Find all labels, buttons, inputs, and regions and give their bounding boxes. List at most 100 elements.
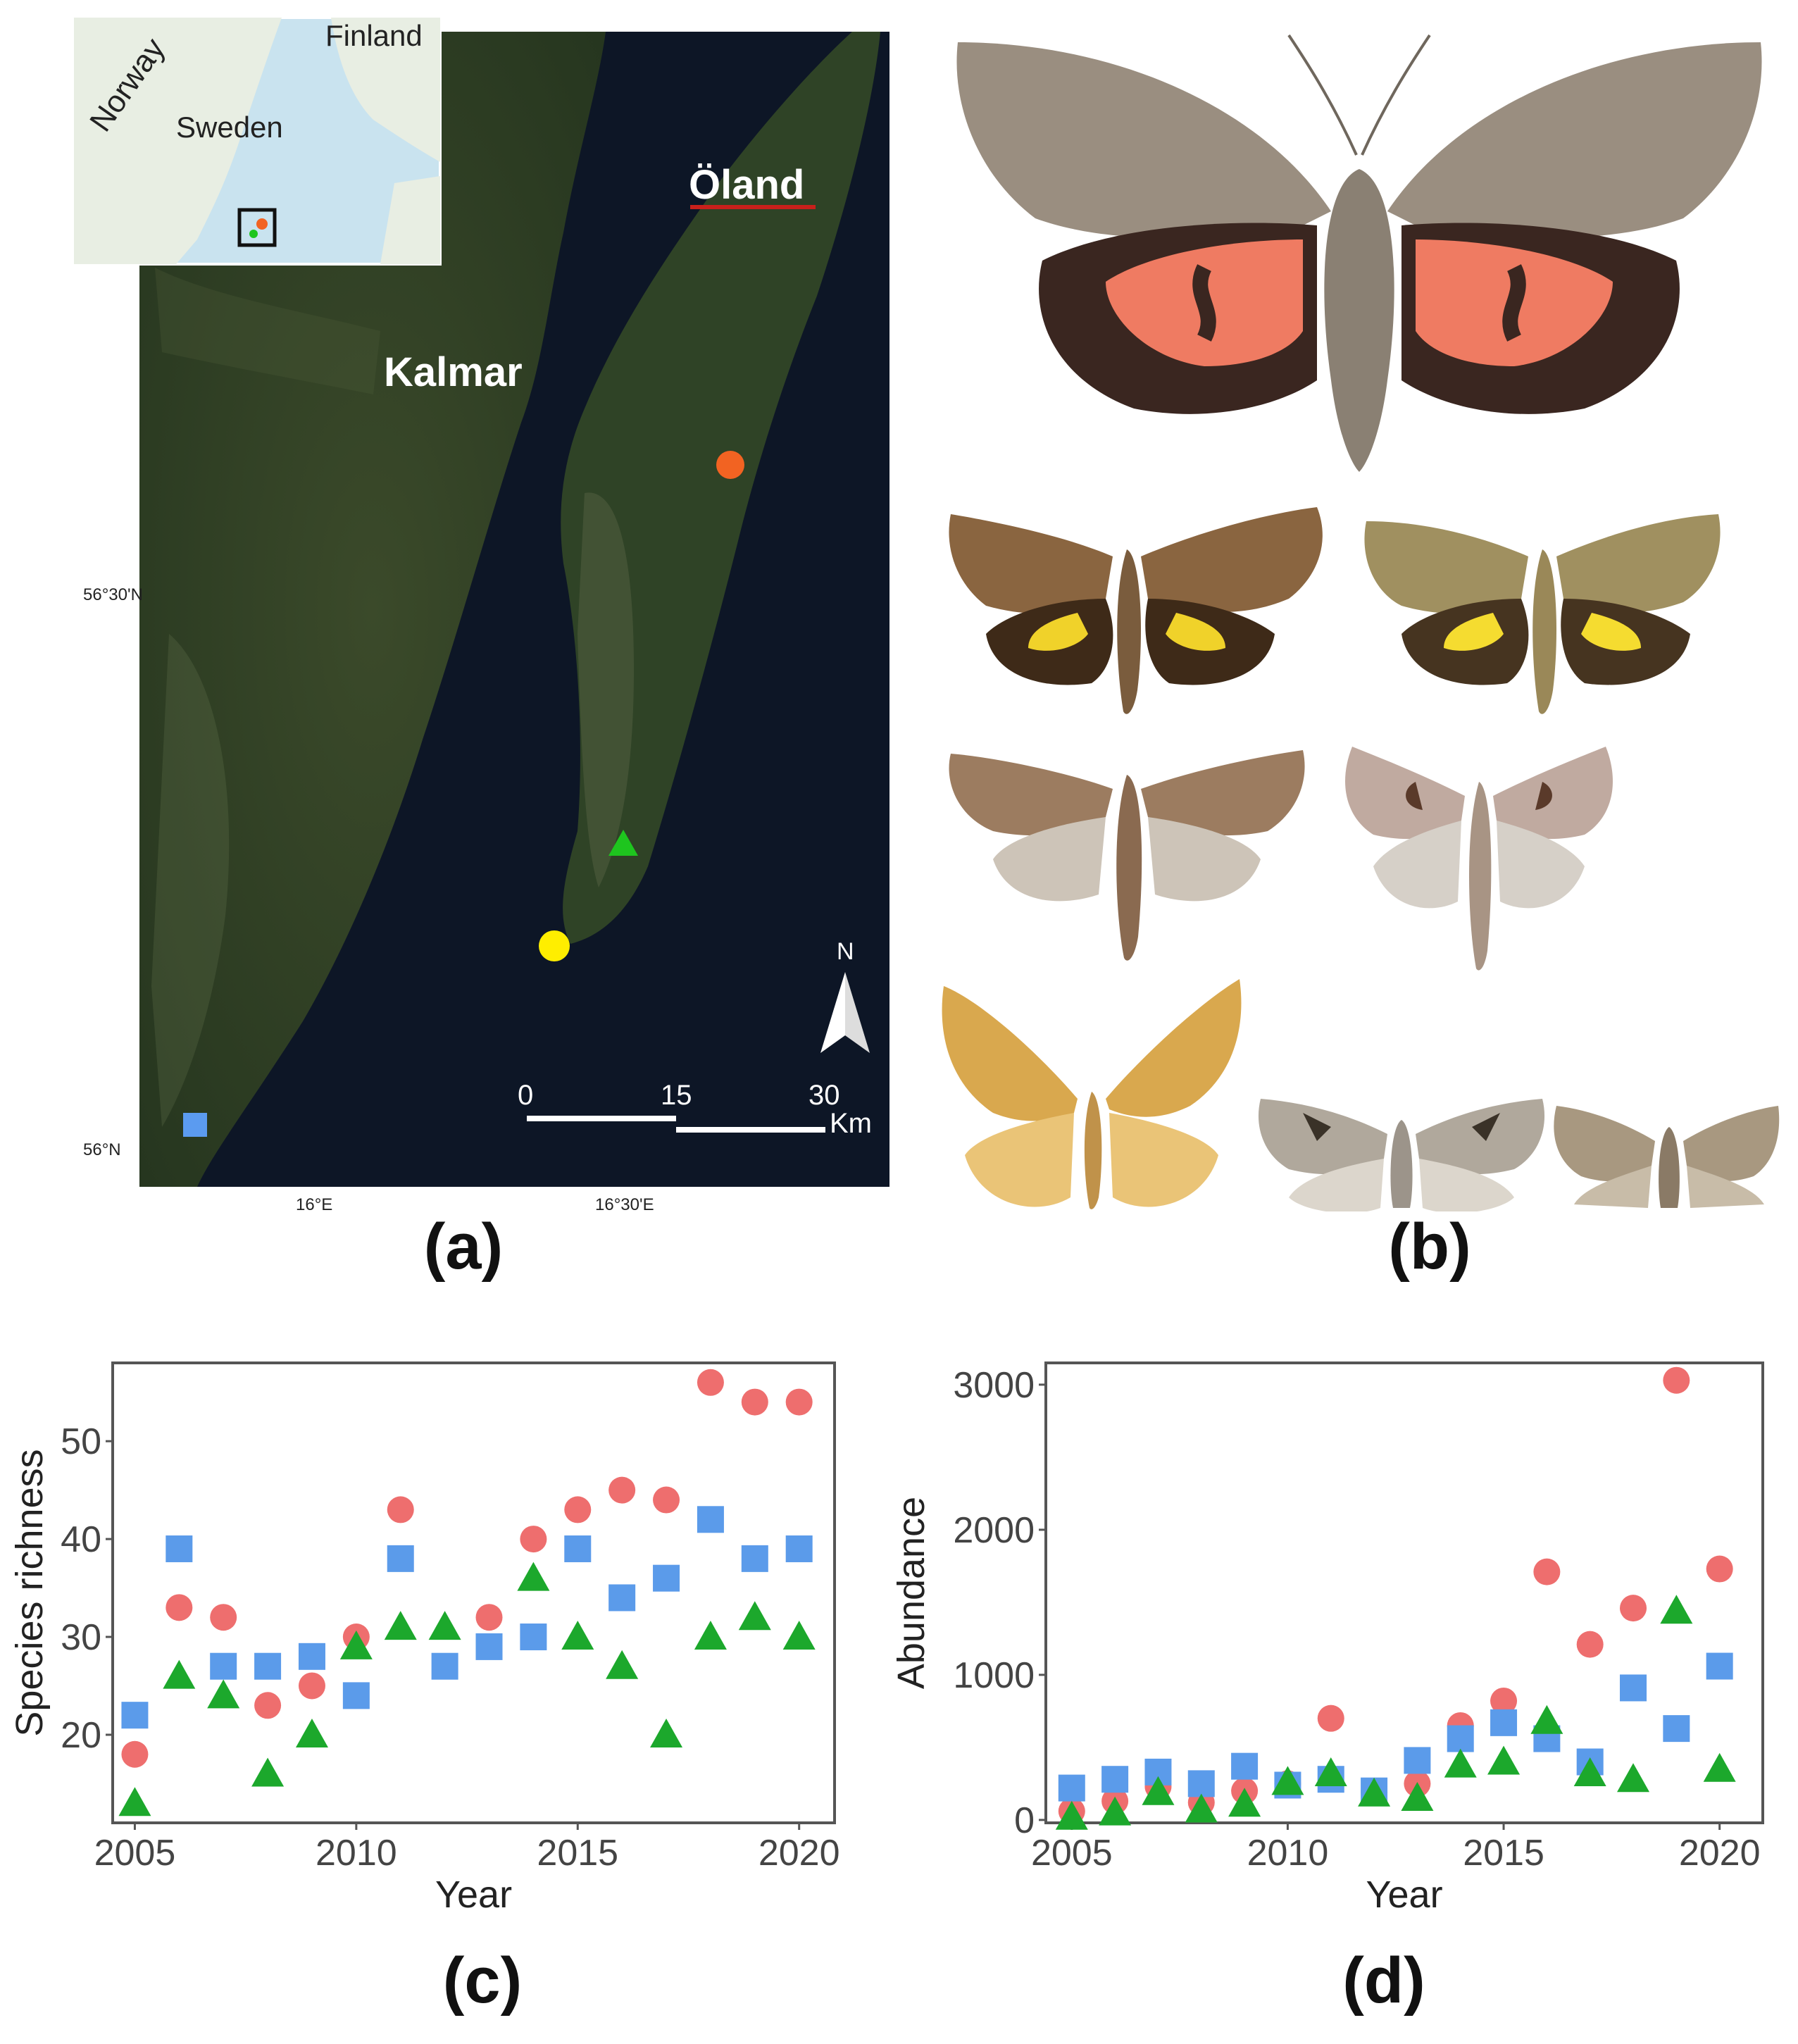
point-triangle bbox=[1703, 1752, 1736, 1782]
point-square bbox=[1620, 1674, 1647, 1702]
mainland-sweden bbox=[139, 32, 606, 1187]
site-marker-yellow bbox=[539, 930, 570, 961]
point-triangle bbox=[738, 1601, 771, 1631]
panel-label-d: (d) bbox=[1342, 1945, 1425, 2017]
point-square bbox=[387, 1545, 414, 1572]
point-square bbox=[166, 1535, 193, 1562]
inset-land-baltics bbox=[380, 176, 440, 264]
mainland-lighter-area bbox=[155, 268, 380, 394]
lon-label-16: 16°E bbox=[296, 1195, 332, 1214]
x-tick-label: 2010 bbox=[316, 1833, 397, 1874]
x-tick-label: 2005 bbox=[94, 1833, 176, 1874]
point-circle bbox=[387, 1496, 414, 1523]
point-square bbox=[298, 1643, 325, 1670]
point-triangle bbox=[1401, 1781, 1434, 1811]
point-square bbox=[608, 1584, 636, 1612]
inset-land-scandinavia bbox=[74, 18, 282, 264]
svg-text:Km: Km bbox=[830, 1108, 872, 1139]
y-tick-label: 50 bbox=[61, 1421, 101, 1462]
point-square bbox=[564, 1535, 592, 1562]
lat-label-56-30: 56°30'N bbox=[83, 585, 143, 604]
point-square bbox=[1058, 1774, 1085, 1802]
point-triangle bbox=[1271, 1766, 1304, 1795]
plot-frame bbox=[1044, 1361, 1764, 1824]
point-triangle bbox=[1142, 1776, 1175, 1805]
inset-map: Norway Sweden Finland bbox=[73, 16, 442, 266]
point-triangle bbox=[694, 1621, 727, 1650]
point-circle bbox=[1533, 1558, 1561, 1585]
point-triangle bbox=[1055, 1800, 1088, 1830]
point-square bbox=[1187, 1770, 1215, 1797]
scale-bar: 0 15 30 Km bbox=[518, 1080, 872, 1139]
point-circle bbox=[785, 1388, 813, 1416]
north-arrow: N bbox=[820, 938, 870, 1053]
point-triangle bbox=[782, 1621, 816, 1650]
y-tick-label: 30 bbox=[61, 1617, 101, 1658]
plot-frame bbox=[111, 1361, 836, 1824]
point-square bbox=[1447, 1725, 1474, 1752]
point-square bbox=[1663, 1715, 1690, 1743]
point-circle bbox=[298, 1672, 325, 1700]
point-triangle bbox=[1660, 1595, 1693, 1624]
point-square bbox=[1404, 1747, 1431, 1774]
point-triangle bbox=[428, 1611, 461, 1640]
point-square bbox=[1706, 1652, 1733, 1680]
point-triangle bbox=[339, 1630, 373, 1659]
point-triangle bbox=[1444, 1748, 1477, 1778]
point-triangle bbox=[561, 1621, 594, 1650]
point-triangle bbox=[1358, 1777, 1391, 1807]
lat-label-56: 56°N bbox=[83, 1140, 121, 1159]
point-circle bbox=[1706, 1555, 1733, 1583]
x-axis-label: Year bbox=[1366, 1874, 1442, 1916]
point-square bbox=[653, 1564, 680, 1592]
point-circle bbox=[1663, 1366, 1690, 1394]
svg-text:30: 30 bbox=[809, 1080, 840, 1111]
point-square bbox=[475, 1633, 503, 1660]
x-axis-label: Year bbox=[435, 1874, 512, 1916]
point-triangle bbox=[1487, 1745, 1521, 1775]
point-triangle bbox=[1573, 1757, 1606, 1786]
label-oland: Öland bbox=[689, 162, 804, 208]
point-circle bbox=[520, 1526, 547, 1553]
point-triangle bbox=[1530, 1705, 1563, 1734]
panel-label-c: (c) bbox=[442, 1945, 523, 2017]
point-triangle bbox=[1617, 1763, 1650, 1793]
moth-large-red-underwing bbox=[956, 34, 1762, 472]
abundance-chart: 2005 2010 2015 2020 0 1000 2000 3000 Year Abundan… bbox=[894, 1361, 1764, 1916]
point-triangle bbox=[295, 1718, 328, 1747]
moth-brown-1 bbox=[949, 750, 1305, 961]
point-square bbox=[1101, 1766, 1129, 1793]
point-triangle bbox=[606, 1650, 639, 1679]
point-square bbox=[1231, 1752, 1259, 1780]
y-tick-label: 0 bbox=[1014, 1800, 1035, 1841]
point-circle bbox=[210, 1604, 237, 1631]
moth-specimens bbox=[942, 34, 1780, 1211]
svg-text:15: 15 bbox=[661, 1080, 692, 1111]
x-tick-label: 2020 bbox=[1679, 1833, 1761, 1874]
point-circle bbox=[608, 1476, 636, 1504]
point-circle bbox=[1490, 1687, 1518, 1714]
label-kalmar: Kalmar bbox=[384, 349, 523, 395]
y-axis-label: Abundance bbox=[894, 1497, 932, 1689]
point-circle bbox=[564, 1496, 592, 1523]
moth-yellow-underwing-1 bbox=[949, 507, 1323, 714]
moth-yellow-underwing-2 bbox=[1364, 514, 1721, 714]
lon-label-16-30: 16°30'E bbox=[595, 1195, 654, 1214]
point-triangle bbox=[163, 1659, 196, 1689]
point-square bbox=[697, 1506, 724, 1533]
x-tick-label: 2005 bbox=[1031, 1833, 1113, 1874]
svg-text:0: 0 bbox=[518, 1080, 533, 1111]
inset-label-finland: Finland bbox=[325, 19, 423, 52]
point-triangle bbox=[1314, 1757, 1347, 1786]
y-tick-label: 20 bbox=[61, 1715, 101, 1756]
point-circle bbox=[653, 1486, 680, 1514]
point-circle bbox=[1317, 1705, 1344, 1732]
moth-brown-2 bbox=[1345, 747, 1613, 971]
point-triangle bbox=[207, 1679, 240, 1709]
point-square bbox=[342, 1682, 370, 1709]
point-circle bbox=[166, 1594, 193, 1621]
x-tick-label: 2020 bbox=[758, 1833, 840, 1874]
inset-label-sweden: Sweden bbox=[176, 111, 283, 144]
point-triangle bbox=[251, 1757, 285, 1787]
inset-study-area-box bbox=[237, 208, 277, 247]
